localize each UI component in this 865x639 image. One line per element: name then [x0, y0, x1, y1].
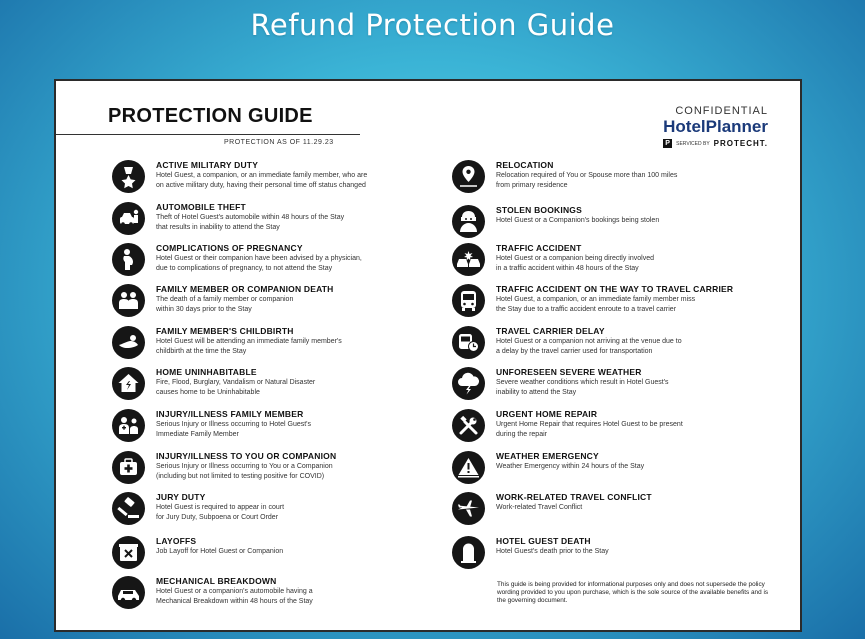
coverage-title: URGENT HOME REPAIR — [496, 409, 598, 419]
coverage-item: MECHANICAL BREAKDOWN Hotel Guest or a co… — [112, 576, 412, 612]
coverage-description: Weather Emergency within 24 hours of the… — [496, 463, 645, 470]
slide-title: Refund Protection Guide — [250, 8, 615, 42]
coverage-description: Hotel Guest or a companion not arriving … — [496, 338, 682, 355]
coverage-description: The death of a family member or companio… — [156, 296, 294, 313]
coverage-title: LAYOFFS — [156, 536, 197, 546]
coverage-item: HOME UNINHABITABLE Fire, Flood, Burglary… — [112, 367, 412, 403]
coverage-description: Severe weather conditions which result i… — [496, 379, 669, 396]
pregnancy-icon — [112, 243, 145, 276]
broken-house-icon — [112, 367, 145, 400]
coverage-description: Relocation required of You or Spouse mor… — [496, 172, 678, 189]
coverage-description: Serious Injury or Illness occurring to H… — [156, 421, 312, 438]
confidential-label: CONFIDENTIAL — [675, 105, 768, 117]
coverage-item: AUTOMOBILE THEFT Theft of Hotel Guest's … — [112, 202, 412, 238]
coverage-description: Hotel Guest, a companion, or an immediat… — [156, 172, 368, 189]
car-theft-icon — [112, 202, 145, 235]
coverage-description: Hotel Guest is required to appear in cou… — [156, 504, 285, 521]
brand-planner: Planner — [705, 117, 768, 136]
coverage-title: INJURY/ILLNESS FAMILY MEMBER — [156, 409, 304, 419]
coverage-description: Hotel Guest will be attending an immedia… — [156, 338, 342, 355]
coverage-title: HOME UNINHABITABLE — [156, 367, 257, 377]
coverage-title: INJURY/ILLNESS TO YOU OR COMPANION — [156, 451, 337, 461]
coverage-title: RELOCATION — [496, 160, 554, 170]
protection-guide-document: PROTECTION GUIDE PROTECTION AS OF 11.29.… — [54, 79, 802, 632]
crash-icon — [452, 243, 485, 276]
storm-icon — [452, 367, 485, 400]
coverage-description: Hotel Guest or a Companion's bookings be… — [496, 217, 660, 224]
tombstone-icon — [452, 536, 485, 569]
brand-hotel: Hotel — [663, 117, 706, 136]
coverage-title: STOLEN BOOKINGS — [496, 205, 582, 215]
coverage-title: ACTIVE MILITARY DUTY — [156, 160, 259, 170]
coverage-item: URGENT HOME REPAIR Urgent Home Repair th… — [452, 409, 752, 445]
coverage-item: TRAFFIC ACCIDENT Hotel Guest or a compan… — [452, 243, 752, 279]
coverage-item: INJURY/ILLNESS TO YOU OR COMPANION Serio… — [112, 451, 412, 487]
box-x-icon — [112, 536, 145, 569]
coverage-description: Serious Injury or Illness occurring to Y… — [156, 463, 333, 480]
coverage-item: FAMILY MEMBER OR COMPANION DEATH The dea… — [112, 284, 412, 320]
coverage-title: FAMILY MEMBER OR COMPANION DEATH — [156, 284, 334, 294]
serviced-by-protecht: P SERVICED BY PROTECHT. — [663, 139, 768, 148]
coverage-title: MECHANICAL BREAKDOWN — [156, 576, 277, 586]
coverage-title: WEATHER EMERGENCY — [496, 451, 599, 461]
coverage-title: HOTEL GUEST DEATH — [496, 536, 591, 546]
coverage-item: TRAFFIC ACCIDENT ON THE WAY TO TRAVEL CA… — [452, 284, 752, 320]
airplane-icon — [452, 492, 485, 525]
coverage-item: JURY DUTY Hotel Guest is required to app… — [112, 492, 412, 528]
injury-family-icon — [112, 409, 145, 442]
map-pin-icon — [452, 160, 485, 193]
coverage-description: Hotel Guest, a companion, or an immediat… — [496, 296, 696, 313]
coverage-item: HOTEL GUEST DEATH Hotel Guest's death pr… — [452, 536, 752, 572]
document-title: PROTECTION GUIDE — [108, 105, 313, 127]
protecht-label: PROTECHT. — [713, 139, 768, 148]
hotelplanner-logo: HotelPlanner — [663, 117, 768, 137]
coverage-description: Urgent Home Repair that requires Hotel G… — [496, 421, 683, 438]
bus-clock-icon — [452, 326, 485, 359]
coverage-description: Fire, Flood, Burglary, Vandalism or Natu… — [156, 379, 316, 396]
coverage-title: JURY DUTY — [156, 492, 206, 502]
coverage-title: TRAFFIC ACCIDENT — [496, 243, 582, 253]
coverage-item: LAYOFFS Job Layoff for Hotel Guest or Co… — [112, 536, 412, 572]
coverage-item: WEATHER EMERGENCY Weather Emergency with… — [452, 451, 752, 487]
coverage-description: Work-related Travel Conflict — [496, 504, 583, 511]
coverage-item: ACTIVE MILITARY DUTY Hotel Guest, a comp… — [112, 160, 412, 196]
car-icon — [112, 576, 145, 609]
coverage-description: Hotel Guest's death prior to the Stay — [496, 548, 609, 555]
coverage-item: STOLEN BOOKINGS Hotel Guest or a Compani… — [452, 205, 752, 241]
coverage-item: TRAVEL CARRIER DELAY Hotel Guest or a co… — [452, 326, 752, 362]
coverage-description: Hotel Guest or a companion's automobile … — [156, 588, 313, 605]
coverage-title: COMPLICATIONS OF PREGNANCY — [156, 243, 303, 253]
protection-date: PROTECTION AS OF 11.29.23 — [224, 139, 334, 146]
warning-icon — [452, 451, 485, 484]
coverage-title: WORK-RELATED TRAVEL CONFLICT — [496, 492, 652, 502]
serviced-by-label: SERVICED BY — [676, 140, 710, 147]
coverage-item: COMPLICATIONS OF PREGNANCY Hotel Guest o… — [112, 243, 412, 279]
title-divider — [56, 134, 360, 135]
coverage-description: Hotel Guest or a companion being directl… — [496, 255, 654, 272]
coverage-title: TRAVEL CARRIER DELAY — [496, 326, 605, 336]
medical-kit-icon — [112, 451, 145, 484]
coverage-title: UNFORESEEN SEVERE WEATHER — [496, 367, 642, 377]
gavel-icon — [112, 492, 145, 525]
coverage-description: Job Layoff for Hotel Guest or Companion — [156, 548, 284, 555]
bus-icon — [452, 284, 485, 317]
coverage-description: Theft of Hotel Guest's automobile within… — [156, 214, 345, 231]
coverage-title: TRAFFIC ACCIDENT ON THE WAY TO TRAVEL CA… — [496, 284, 734, 294]
coverage-description: Hotel Guest or their companion have been… — [156, 255, 362, 272]
coverage-item: INJURY/ILLNESS FAMILY MEMBER Serious Inj… — [112, 409, 412, 445]
coverage-item: UNFORESEEN SEVERE WEATHER Severe weather… — [452, 367, 752, 403]
protecht-logo-icon: P — [663, 139, 673, 148]
coverage-title: FAMILY MEMBER'S CHILDBIRTH — [156, 326, 294, 336]
disclaimer-text: This guide is being provided for informa… — [497, 581, 769, 605]
family-icon — [112, 284, 145, 317]
thief-icon — [452, 205, 485, 238]
baby-icon — [112, 326, 145, 359]
coverage-item: RELOCATION Relocation required of You or… — [452, 160, 752, 196]
coverage-item: FAMILY MEMBER'S CHILDBIRTH Hotel Guest w… — [112, 326, 412, 362]
coverage-item: WORK-RELATED TRAVEL CONFLICT Work-relate… — [452, 492, 752, 528]
tools-icon — [452, 409, 485, 442]
coverage-title: AUTOMOBILE THEFT — [156, 202, 246, 212]
medal-icon — [112, 160, 145, 193]
